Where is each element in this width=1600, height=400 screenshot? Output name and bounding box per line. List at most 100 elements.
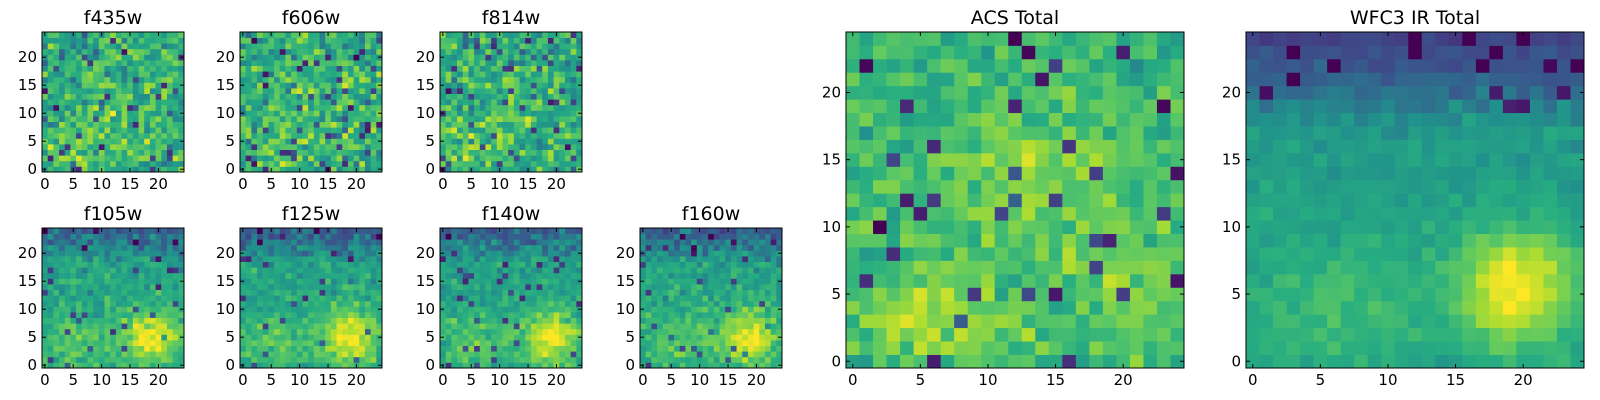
heatmap-cell: [53, 328, 60, 335]
heatmap-cell: [257, 32, 264, 38]
heatmap-cell: [81, 306, 88, 313]
heatmap-cell: [325, 334, 332, 341]
heatmap-cell: [370, 278, 377, 285]
heatmap-cell: [172, 149, 179, 156]
heatmap-cell: [98, 312, 105, 318]
heatmap-cell: [268, 334, 275, 341]
heatmap-cell: [53, 239, 60, 246]
heatmap-cell: [370, 228, 377, 234]
heatmap-cell: [376, 71, 383, 78]
heatmap-cell: [457, 76, 464, 83]
heatmap-cell: [87, 144, 94, 150]
heatmap-cell: [104, 132, 111, 139]
heatmap-cell: [172, 356, 179, 363]
heatmap-cell: [530, 356, 537, 363]
heatmap-cell: [104, 317, 111, 324]
heatmap-cell: [76, 155, 83, 162]
heatmap-cell: [155, 76, 162, 83]
heatmap-cell: [900, 260, 914, 275]
heatmap-cell: [559, 71, 566, 78]
heatmap-cell: [166, 250, 174, 257]
heatmap-cell: [679, 317, 686, 324]
heatmap-cell: [76, 312, 83, 318]
heatmap-cell: [376, 295, 383, 302]
heatmap-cell: [559, 239, 566, 246]
heatmap-cell: [576, 76, 583, 83]
heatmap-cell: [559, 328, 566, 335]
heatmap-cell: [764, 328, 772, 335]
heatmap-cell: [330, 278, 337, 285]
heatmap-cell: [576, 323, 583, 330]
heatmap-cell: [104, 261, 111, 268]
heatmap-cell: [302, 32, 309, 38]
heatmap-cell: [76, 160, 83, 167]
heatmap-cell: [1116, 314, 1131, 329]
heatmap-cell: [313, 250, 320, 257]
heatmap-cell: [662, 340, 669, 346]
heatmap-cell: [547, 345, 554, 352]
heatmap-cell: [81, 32, 88, 38]
heatmap-cell: [149, 99, 156, 106]
heatmap-cell: [364, 132, 372, 139]
heatmap-cell: [59, 300, 66, 307]
heatmap-cell: [696, 250, 703, 257]
heatmap-cell: [87, 88, 94, 94]
heatmap-cell: [149, 328, 156, 335]
heatmap-cell: [759, 250, 766, 257]
heatmap-cell: [679, 261, 686, 268]
heatmap-cell: [245, 351, 252, 358]
heatmap-cell: [536, 88, 543, 94]
heatmap-cell: [553, 99, 560, 106]
heatmap-cell: [713, 272, 720, 279]
heatmap-cell: [502, 116, 509, 122]
heatmap-cell: [353, 43, 360, 50]
heatmap-cell: [753, 295, 760, 302]
heatmap-cell: [336, 233, 343, 240]
heatmap-cell: [359, 76, 366, 83]
heatmap-cell: [536, 334, 543, 341]
heatmap-cell: [93, 65, 100, 72]
heatmap-cell: [462, 351, 469, 358]
heatmap-cell: [559, 99, 566, 106]
heatmap-cell: [474, 48, 481, 55]
heatmap-cell: [279, 295, 286, 302]
heatmap-cell: [240, 345, 247, 352]
heatmap-cell: [747, 256, 754, 262]
heatmap-cell: [121, 267, 128, 274]
heatmap-cell: [886, 354, 901, 369]
heatmap-cell: [651, 278, 658, 285]
heatmap-cell: [330, 351, 337, 358]
heatmap-cell: [491, 228, 498, 234]
heatmap-cell: [53, 127, 60, 134]
heatmap-cell: [115, 82, 122, 89]
heatmap-cell: [87, 233, 94, 240]
heatmap-cell: [325, 37, 332, 44]
heatmap-cell: [149, 356, 156, 363]
heatmap-cell: [172, 132, 179, 139]
heatmap-cell: [257, 323, 264, 330]
heatmap-cell: [359, 306, 366, 313]
heatmap-cell: [519, 250, 526, 257]
heatmap-cell: [342, 121, 349, 128]
heatmap-cell: [353, 82, 360, 89]
heatmap-cell: [93, 328, 100, 335]
heatmap-cell: [370, 300, 377, 307]
heatmap-cell: [485, 323, 492, 330]
heatmap-cell: [530, 60, 537, 66]
heatmap-cell: [81, 345, 88, 352]
heatmap-cell: [87, 110, 94, 117]
heatmap-cell: [330, 328, 337, 335]
heatmap-cell: [121, 289, 128, 296]
heatmap-cell: [479, 160, 486, 167]
heatmap-cell: [913, 179, 928, 194]
heatmap-cell: [313, 256, 320, 262]
heatmap-cell: [440, 48, 447, 55]
heatmap-cell: [291, 261, 298, 268]
heatmap-cell: [342, 278, 349, 285]
heatmap-cell: [1116, 220, 1131, 234]
heatmap-cell: [313, 155, 320, 162]
heatmap-cell: [285, 48, 292, 55]
heatmap-cell: [508, 295, 515, 302]
heatmap-cell: [70, 54, 77, 61]
heatmap-cell: [742, 261, 749, 268]
